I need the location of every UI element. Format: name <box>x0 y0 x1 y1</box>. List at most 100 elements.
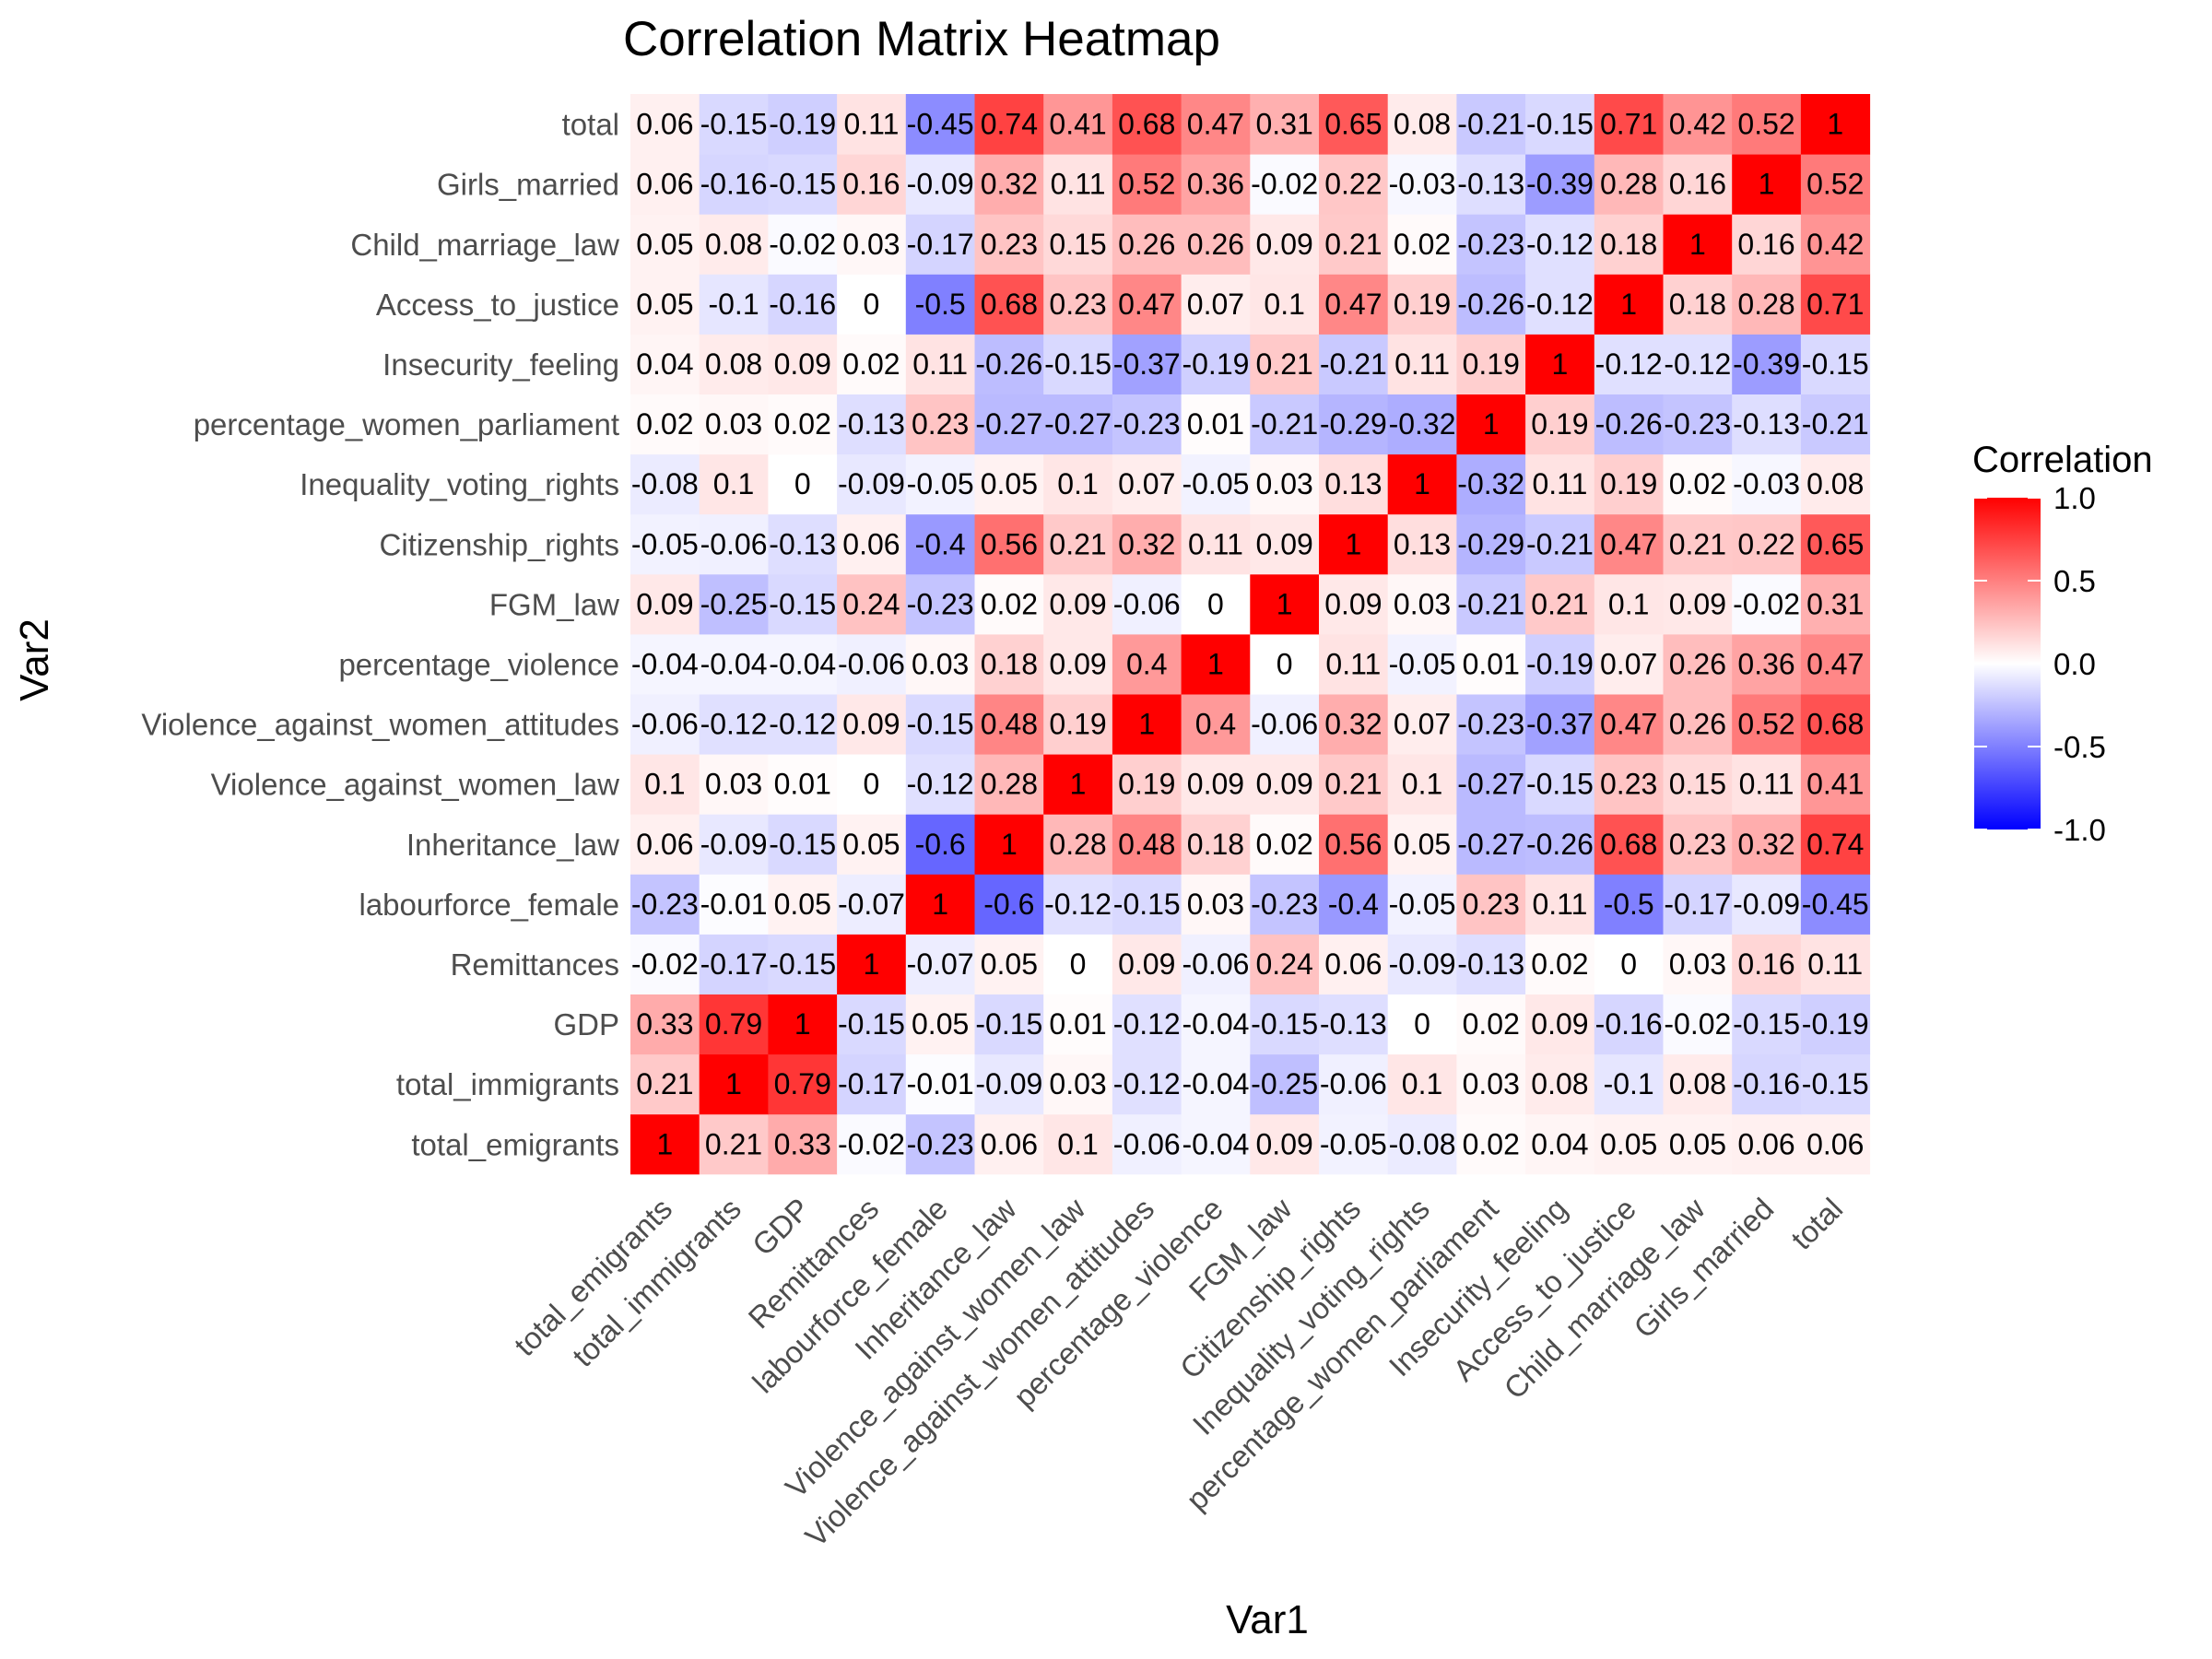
heatmap-cell-label: 0.21 <box>1531 587 1588 620</box>
heatmap-cell <box>1043 394 1113 455</box>
heatmap-cell <box>905 874 975 935</box>
heatmap-cell <box>905 513 975 575</box>
heatmap-cell <box>1663 94 1733 155</box>
heatmap-cell <box>1456 334 1526 394</box>
heatmap-cell-label: -0.02 <box>769 228 836 261</box>
heatmap-cell <box>1112 94 1182 155</box>
heatmap-cell <box>1525 814 1595 875</box>
y-axis-tick-label: Inheritance_law <box>406 828 619 862</box>
heatmap-cell-label: -0.09 <box>975 1067 1042 1100</box>
heatmap-cell-label: -0.39 <box>1526 168 1594 201</box>
heatmap-cell-label: -0.17 <box>1664 888 1731 921</box>
heatmap-cell <box>1732 994 1802 1055</box>
heatmap-cell <box>1594 934 1664 994</box>
heatmap-cell-label: 0.4 <box>1195 708 1236 741</box>
heatmap-cell-label: 0.19 <box>1531 407 1588 441</box>
heatmap-cell <box>837 274 907 335</box>
heatmap-cell-label: -0.15 <box>1802 1067 1869 1100</box>
heatmap-cell-label: -0.6 <box>915 828 966 861</box>
heatmap-cell <box>630 1113 700 1175</box>
heatmap-cell <box>1594 214 1664 275</box>
heatmap-cell <box>905 573 975 635</box>
heatmap-cell-label: 0.33 <box>774 1127 831 1160</box>
heatmap-cell-label: 0.02 <box>1531 947 1588 981</box>
heatmap-cell-label: -0.13 <box>838 407 905 441</box>
heatmap-cell <box>1043 814 1113 875</box>
heatmap-cell-label: -0.08 <box>1389 1127 1456 1160</box>
heatmap-cell <box>768 694 838 755</box>
heatmap-cell <box>837 994 907 1055</box>
heatmap-cell-label: -0.1 <box>1604 1067 1654 1100</box>
heatmap-cell-label: 1 <box>1414 467 1430 500</box>
heatmap-cell <box>1112 453 1182 515</box>
heatmap-cell-label: 0.1 <box>1402 768 1442 801</box>
heatmap-cell-label: 0.06 <box>1324 947 1382 981</box>
heatmap-cell <box>1800 154 1871 215</box>
heatmap-cell <box>768 1053 838 1115</box>
heatmap-cell-label: 0.26 <box>1118 228 1175 261</box>
heatmap-cell-label: 0.11 <box>1325 647 1381 680</box>
heatmap-cell-label: -0.15 <box>1802 347 1869 381</box>
heatmap-cell-label: -0.19 <box>769 108 836 141</box>
heatmap-cell-label: -0.09 <box>907 168 974 201</box>
heatmap-cell-label: 0.09 <box>1669 587 1726 620</box>
heatmap-cell <box>699 453 769 515</box>
heatmap-cell-label: 0.07 <box>1187 288 1244 321</box>
heatmap-cell-label: 0.06 <box>636 108 693 141</box>
heatmap-cell-label: -0.32 <box>1389 407 1456 441</box>
heatmap-cell-label: -0.25 <box>700 587 768 620</box>
heatmap-cell-label: -0.26 <box>1595 407 1663 441</box>
heatmap-cell-label: 0.02 <box>1463 1007 1520 1041</box>
heatmap-cell <box>1732 334 1802 394</box>
heatmap-cell <box>1387 513 1457 575</box>
heatmap-cell <box>1250 94 1320 155</box>
heatmap-cell <box>1250 934 1320 994</box>
heatmap-cell-label: 0.01 <box>1049 1007 1106 1041</box>
heatmap-cell-label: 0.68 <box>1600 828 1657 861</box>
heatmap-cell-label: 0.71 <box>1806 288 1864 321</box>
heatmap-cell <box>630 754 700 815</box>
heatmap-cell-label: 0.11 <box>1807 947 1863 981</box>
color-legend: Correlation 1.0 0.5 0.0 -0.5 -1.0 <box>1972 440 2153 847</box>
heatmap-cell-label: 0.11 <box>912 347 968 381</box>
heatmap-cell <box>699 1113 769 1175</box>
heatmap-cell-label: -0.02 <box>838 1127 905 1160</box>
heatmap-cell <box>1663 994 1733 1055</box>
heatmap-cell <box>1250 994 1320 1055</box>
y-axis-tick-labels: total_emigrants total_immigrants GDP Remitt… <box>141 108 619 1162</box>
heatmap-cell <box>1250 633 1320 695</box>
y-axis-tick-label: GDP <box>553 1007 619 1041</box>
heatmap-cell-label: -0.23 <box>631 888 699 921</box>
heatmap-cell-label: 0.18 <box>1187 828 1244 861</box>
heatmap-cell-label: 0.52 <box>1806 168 1864 201</box>
heatmap-cell-label: -0.26 <box>1526 828 1594 861</box>
heatmap-cell-label: 0.36 <box>1737 647 1794 680</box>
heatmap-cell-label: -0.05 <box>1182 467 1249 500</box>
heatmap-cell <box>1456 154 1526 215</box>
heatmap-cell-label: -0.13 <box>1733 407 1800 441</box>
heatmap-cell-label: -0.12 <box>769 708 836 741</box>
heatmap-cell-label: -0.1 <box>708 288 759 321</box>
heatmap-cell <box>1663 453 1733 515</box>
heatmap-cell-label: 0.05 <box>1600 1127 1657 1160</box>
heatmap-cell <box>1663 334 1733 394</box>
heatmap-cell-label: -0.25 <box>1251 1067 1318 1100</box>
heatmap-cell <box>905 1113 975 1175</box>
heatmap-cell-label: 0.05 <box>1669 1127 1726 1160</box>
heatmap-cell <box>1663 154 1733 215</box>
heatmap-cell <box>1525 994 1595 1055</box>
heatmap-cell <box>974 453 1044 515</box>
heatmap-cell-label: 0.47 <box>1187 108 1244 141</box>
heatmap-cell <box>1732 154 1802 215</box>
heatmap-cell <box>768 154 838 215</box>
heatmap-cell <box>768 573 838 635</box>
heatmap-cell <box>1663 934 1733 994</box>
heatmap-cell-label: 0.1 <box>1264 288 1304 321</box>
heatmap-cell-label: -0.05 <box>631 527 699 560</box>
heatmap-cell-label: 0 <box>864 768 880 801</box>
heatmap-cell-label: 0.16 <box>1669 168 1726 201</box>
heatmap-cell-label: 0.65 <box>1806 527 1864 560</box>
heatmap-cell <box>1112 274 1182 335</box>
heatmap-cell-label: -0.23 <box>907 1127 974 1160</box>
heatmap-cell-label: -0.29 <box>1457 527 1524 560</box>
